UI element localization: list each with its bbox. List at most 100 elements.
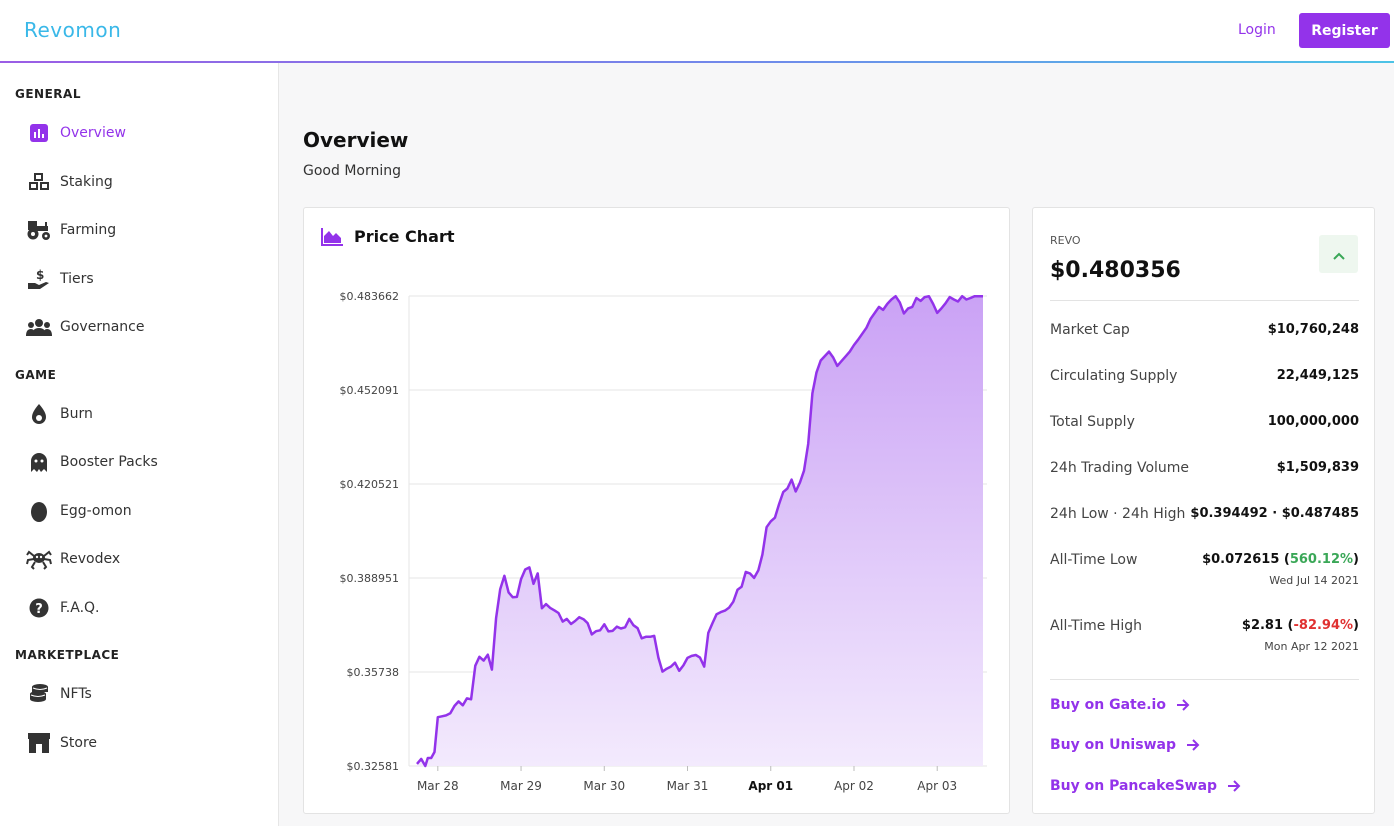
collapse-button[interactable] bbox=[1319, 235, 1358, 273]
store-icon bbox=[26, 730, 52, 756]
users-icon bbox=[26, 314, 52, 340]
stat-label: Market Cap bbox=[1050, 322, 1130, 338]
section-title-general: GENERAL bbox=[15, 87, 81, 101]
x-tick-label: Apr 02 bbox=[834, 779, 874, 793]
y-tick-label: $0.388951 bbox=[340, 572, 400, 585]
y-tick-label: $0.452091 bbox=[340, 384, 400, 397]
buy-link-label: Buy on Uniswap bbox=[1050, 737, 1176, 753]
stat-value: $0.072615 (560.12%) bbox=[1202, 552, 1359, 567]
sidebar-item-revodex[interactable]: Revodex bbox=[26, 544, 266, 574]
stat-value: $10,760,248 bbox=[1267, 322, 1359, 337]
sidebar-item-store[interactable]: Store bbox=[26, 728, 266, 758]
ath-change: -82.94% bbox=[1293, 618, 1354, 633]
sidebar-item-faq[interactable]: ? F.A.Q. bbox=[26, 593, 266, 623]
sidebar-item-label: F.A.Q. bbox=[60, 600, 100, 616]
divider bbox=[1050, 300, 1359, 301]
login-link[interactable]: Login bbox=[1238, 22, 1276, 38]
chart-title: Price Chart bbox=[354, 227, 455, 246]
x-tick-label: Apr 03 bbox=[917, 779, 957, 793]
buy-pancakeswap-link[interactable]: Buy on PancakeSwap bbox=[1050, 778, 1241, 794]
x-tick-label: Mar 30 bbox=[583, 779, 625, 793]
stat-value: $0.394492 · $0.487485 bbox=[1190, 506, 1359, 521]
chevron-up-icon bbox=[1332, 245, 1345, 264]
register-button[interactable]: Register bbox=[1299, 13, 1390, 48]
buy-link-label: Buy on PancakeSwap bbox=[1050, 778, 1218, 794]
stat-value: $1,509,839 bbox=[1276, 460, 1359, 475]
bar-chart-icon bbox=[26, 120, 52, 146]
sidebar-item-farming[interactable]: Farming bbox=[26, 215, 266, 245]
stat-label: Circulating Supply bbox=[1050, 368, 1178, 384]
greeting-text: Good Morning bbox=[303, 163, 401, 179]
sidebar-item-label: Governance bbox=[60, 319, 145, 335]
atl-date: Wed Jul 14 2021 bbox=[1269, 574, 1359, 587]
svg-text:$: $ bbox=[36, 268, 44, 282]
stat-value: 100,000,000 bbox=[1267, 414, 1359, 429]
buy-uniswap-link[interactable]: Buy on Uniswap bbox=[1050, 737, 1200, 753]
sidebar-item-label: Burn bbox=[60, 406, 93, 422]
atl-change: 560.12% bbox=[1289, 552, 1354, 567]
price-line bbox=[416, 294, 983, 768]
sidebar-item-label: Overview bbox=[60, 125, 126, 141]
page-title: Overview bbox=[303, 128, 409, 152]
sidebar-item-staking[interactable]: Staking bbox=[26, 167, 266, 197]
hand-dollar-icon: $ bbox=[26, 266, 52, 292]
y-tick-label: $0.32581 bbox=[347, 760, 400, 773]
sidebar-item-label: Store bbox=[60, 735, 98, 751]
tractor-icon bbox=[26, 217, 52, 243]
stat-label: 24h Trading Volume bbox=[1050, 460, 1190, 476]
cubes-icon bbox=[26, 169, 52, 195]
sidebar-item-burn[interactable]: Burn bbox=[26, 399, 266, 429]
buy-link-label: Buy on Gate.io bbox=[1050, 697, 1166, 713]
section-title-game: GAME bbox=[15, 368, 57, 382]
header-divider bbox=[0, 61, 1394, 63]
section-title-marketplace: MARKETPLACE bbox=[15, 648, 120, 662]
stat-value: $2.81 (-82.94%) bbox=[1241, 618, 1359, 633]
spider-icon bbox=[26, 546, 52, 572]
sidebar-item-label: Farming bbox=[60, 222, 117, 238]
price-area-fill bbox=[417, 296, 983, 766]
x-tick-label: Mar 29 bbox=[500, 779, 542, 793]
sidebar: GENERAL Overview Staking Farming $ Tiers… bbox=[0, 63, 279, 826]
x-tick-label: Mar 28 bbox=[417, 779, 459, 793]
token-stats-card: REVO $0.480356 Market Cap $10,760,248 Ci… bbox=[1032, 207, 1375, 814]
sidebar-item-egg-omon[interactable]: Egg-omon bbox=[26, 496, 266, 526]
question-circle-icon: ? bbox=[26, 595, 52, 621]
y-tick-label: $0.35738 bbox=[347, 666, 400, 679]
sidebar-item-tiers[interactable]: $ Tiers bbox=[26, 264, 266, 294]
stat-value: 22,449,125 bbox=[1276, 368, 1359, 383]
x-tick-label: Mar 31 bbox=[667, 779, 709, 793]
area-chart-icon bbox=[321, 227, 344, 250]
arrow-right-icon bbox=[1186, 739, 1200, 751]
logo[interactable]: Revomon bbox=[24, 18, 122, 42]
ath-value: $2.81 bbox=[1241, 618, 1284, 633]
sidebar-item-label: Staking bbox=[60, 174, 113, 190]
sidebar-item-label: Revodex bbox=[60, 551, 121, 567]
stat-label: All-Time High bbox=[1050, 618, 1143, 634]
sidebar-item-booster-packs[interactable]: Booster Packs bbox=[26, 447, 266, 477]
sidebar-item-overview[interactable]: Overview bbox=[26, 118, 266, 148]
svg-text:?: ? bbox=[35, 602, 43, 617]
egg-icon bbox=[26, 498, 52, 524]
ghost-icon bbox=[26, 449, 52, 475]
top-bar: Revomon Login Register bbox=[0, 0, 1394, 63]
ath-date: Mon Apr 12 2021 bbox=[1264, 640, 1359, 653]
divider bbox=[1050, 679, 1359, 680]
token-price: $0.480356 bbox=[1050, 258, 1181, 283]
price-chart[interactable]: $0.483662 $0.452091 $0.420521 $0.388951 $0.3… bbox=[304, 208, 1011, 815]
coins-icon bbox=[26, 681, 52, 707]
sidebar-item-nfts[interactable]: NFTs bbox=[26, 679, 266, 709]
stat-label: All-Time Low bbox=[1050, 552, 1138, 568]
sidebar-item-governance[interactable]: Governance bbox=[26, 312, 266, 342]
x-tick-label: Apr 01 bbox=[748, 779, 793, 793]
token-symbol: REVO bbox=[1050, 234, 1081, 247]
y-tick-label: $0.483662 bbox=[340, 290, 400, 303]
sidebar-item-label: Booster Packs bbox=[60, 454, 158, 470]
sidebar-item-label: Tiers bbox=[60, 271, 94, 287]
price-chart-card: Price Chart $0.483662 $0.452091 $0.420521 $… bbox=[303, 207, 1010, 814]
flame-icon bbox=[26, 401, 52, 427]
sidebar-item-label: NFTs bbox=[60, 686, 92, 702]
buy-gateio-link[interactable]: Buy on Gate.io bbox=[1050, 697, 1190, 713]
arrow-right-icon bbox=[1176, 699, 1190, 711]
stat-label: 24h Low · 24h High bbox=[1050, 506, 1186, 522]
sidebar-item-label: Egg-omon bbox=[60, 503, 132, 519]
